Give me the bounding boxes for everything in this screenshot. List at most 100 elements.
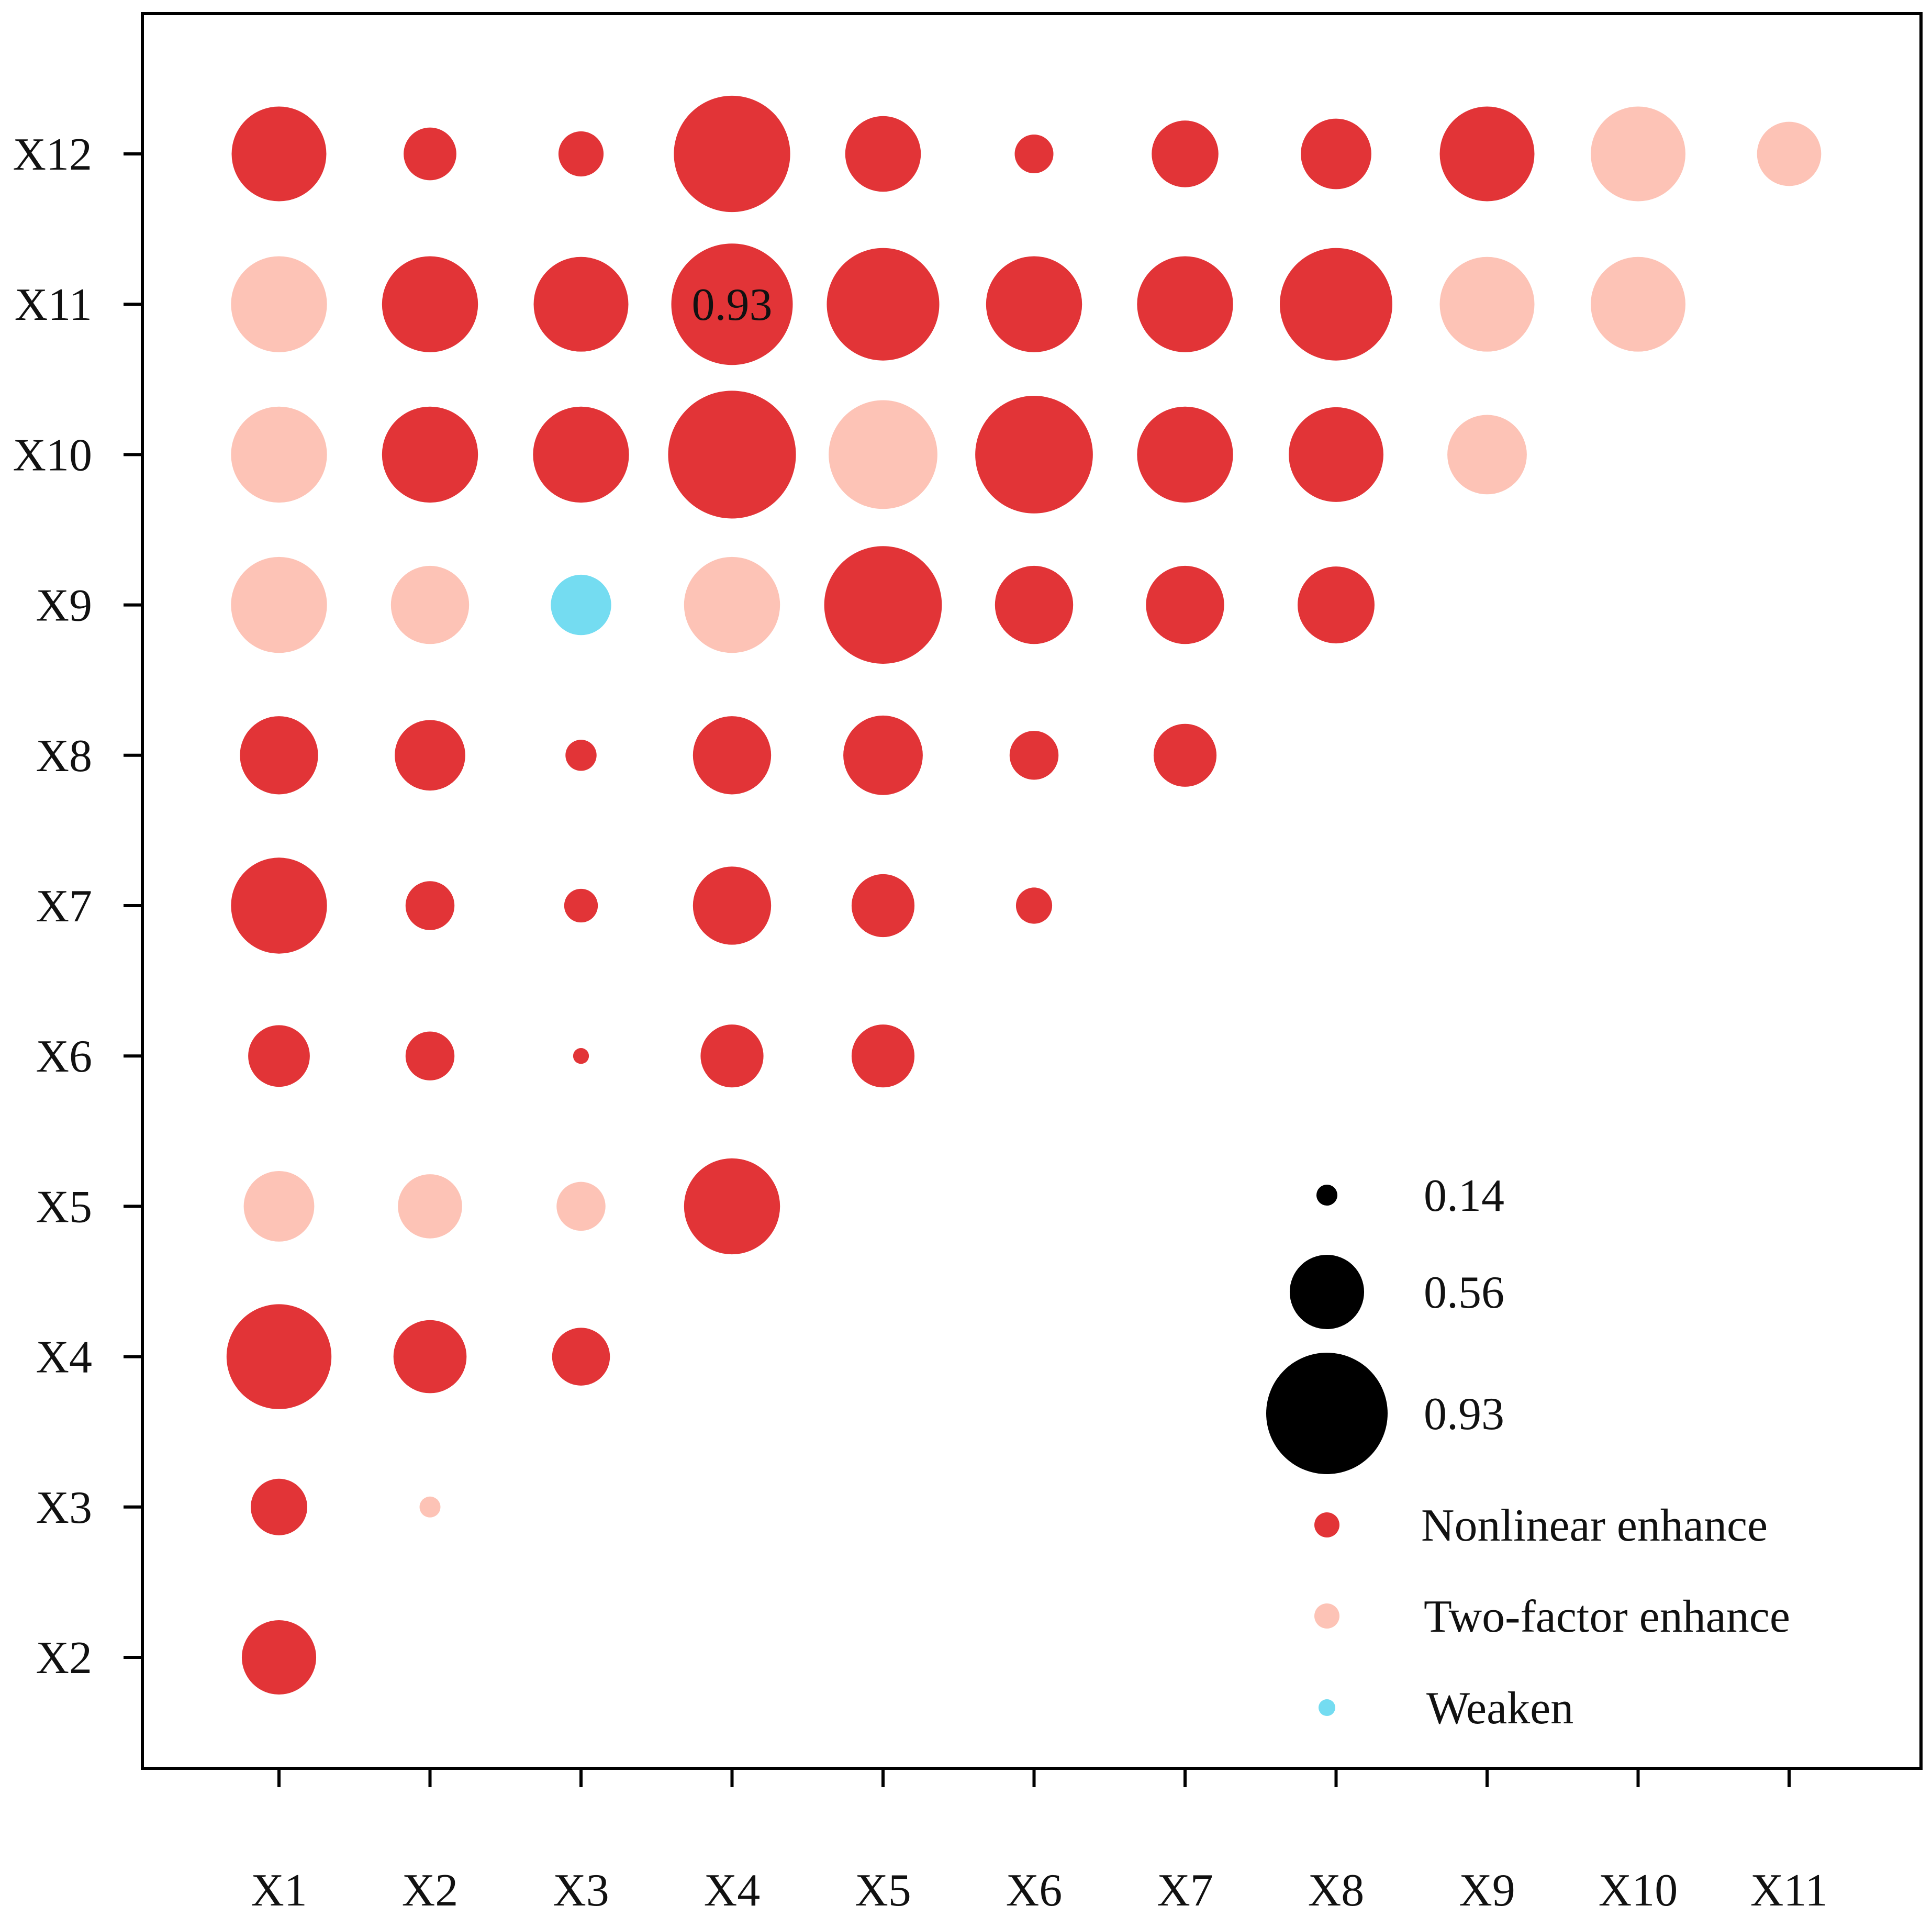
legend-color-marker-weaken	[1319, 1699, 1335, 1716]
legend-size-label-0-56: 0.56	[1424, 1267, 1504, 1318]
bubble-x1-x6	[248, 1025, 310, 1087]
x-axis: X1 X2 X3 X4 X5 X6 X7 X8 X9 X10 X11	[251, 1768, 1828, 1916]
legend-color-marker-nonlinear	[1314, 1512, 1339, 1537]
legend-color-label-weaken: Weaken	[1426, 1683, 1573, 1734]
bubble-x1-x11	[231, 256, 327, 352]
bubble-x6-x11	[986, 256, 1082, 352]
y-tick-label-x8: X8	[36, 731, 92, 782]
x-tick-label-x6: X6	[1006, 1865, 1063, 1916]
x-tick-label-x10: X10	[1599, 1865, 1678, 1916]
bubble-x4-x6	[700, 1024, 764, 1088]
x-tick-label-x11: X11	[1750, 1865, 1828, 1916]
y-tick-label-x2: X2	[36, 1633, 92, 1684]
y-tick-label-x3: X3	[36, 1483, 92, 1533]
bubble-x5-x9	[824, 546, 942, 664]
bubble-x2-x7	[405, 881, 455, 930]
y-tick-label-x4: X4	[36, 1332, 92, 1383]
bubble-x5-x10	[829, 400, 937, 509]
bubble-value-annotation: 0.93	[692, 280, 773, 330]
bubble-x3-x4	[552, 1328, 610, 1386]
y-axis: X2 X3 X4 X5 X6 X7 X8 X9 X10 X11 X12	[13, 129, 142, 1684]
legend-size-marker-0-56	[1289, 1254, 1365, 1330]
bubble-x5-x8	[843, 715, 923, 795]
bubble-x2-x9	[390, 565, 470, 644]
bubble-x1-x10	[231, 406, 327, 503]
bubble-x6-x10	[975, 396, 1093, 514]
bubble-x7-x9	[1146, 565, 1224, 644]
bubble-x7-x12	[1152, 120, 1219, 187]
legend-size-label-0-14: 0.14	[1424, 1171, 1504, 1221]
bubble-x11-x12	[1757, 121, 1822, 186]
bubble-x6-x12	[1014, 134, 1054, 174]
bubble-x1-x7	[231, 857, 327, 954]
legend-size-marker-0-14	[1316, 1185, 1337, 1206]
bubble-x10-x11	[1591, 257, 1685, 352]
x-tick-label-x4: X4	[704, 1865, 761, 1916]
bubble-x10-x12	[1591, 106, 1685, 202]
bubble-x9-x10	[1447, 415, 1527, 495]
bubble-x5-x12	[845, 116, 921, 192]
bubble-x1-x9	[231, 556, 327, 653]
bubble-x3-x11	[533, 257, 629, 352]
bubble-x6-x7	[1015, 887, 1053, 924]
bubble-x2-x5	[398, 1174, 462, 1239]
x-tick-label-x2: X2	[402, 1865, 459, 1916]
bubble-x5-x6	[851, 1024, 915, 1088]
bubble-x4-x5	[684, 1158, 780, 1255]
y-tick-label-x5: X5	[36, 1182, 92, 1232]
bubble-x9-x12	[1439, 106, 1535, 202]
bubble-x1-x12	[231, 106, 327, 202]
bubble-x1-x5	[243, 1171, 315, 1242]
bubble-x2-x3	[419, 1496, 441, 1518]
bubble-x9-x11	[1439, 257, 1535, 352]
bubble-x2-x11	[382, 256, 478, 352]
bubble-x8-x9	[1298, 566, 1375, 644]
bubble-x3-x8	[565, 740, 597, 771]
bubble-x5-x11	[827, 248, 940, 361]
bubble-x2-x10	[382, 406, 478, 503]
x-tick-label-x8: X8	[1308, 1865, 1365, 1916]
bubble-x4-x9	[684, 556, 780, 653]
bubble-x4-x12	[674, 95, 790, 213]
x-tick-label-x1: X1	[251, 1865, 307, 1916]
bubble-x6-x8	[1009, 731, 1059, 780]
bubble-x1-x8	[240, 716, 318, 795]
bubble-x7-x8	[1153, 723, 1217, 787]
bubble-layer	[226, 95, 1822, 1695]
y-tick-label-x7: X7	[36, 881, 92, 932]
legend-size-marker-0-93	[1266, 1353, 1388, 1474]
x-tick-label-x9: X9	[1459, 1865, 1515, 1916]
bubble-x3-x9	[551, 574, 611, 636]
bubble-x6-x9	[995, 565, 1074, 644]
y-tick-label-x10: X10	[13, 430, 92, 481]
bubble-x3-x12	[558, 131, 604, 177]
bubble-x4-x11	[671, 243, 793, 365]
bubble-x7-x11	[1137, 256, 1233, 352]
bubble-x8-x10	[1289, 407, 1383, 502]
plot-frame	[141, 12, 1923, 1770]
legend-color-marker-two-factor	[1314, 1603, 1339, 1629]
legend-color-label-nonlinear: Nonlinear enhance	[1421, 1500, 1768, 1551]
bubble-x4-x10	[668, 391, 796, 519]
bubble-x2-x6	[405, 1031, 455, 1080]
x-tick-label-x5: X5	[855, 1865, 911, 1916]
bubble-x2-x8	[395, 720, 465, 791]
bubble-x2-x4	[393, 1320, 467, 1394]
bubble-x8-x12	[1301, 118, 1371, 190]
bubble-x3-x10	[533, 406, 629, 503]
bubble-x5-x7	[851, 874, 915, 938]
bubble-x4-x7	[693, 866, 772, 945]
bubble-x7-x10	[1137, 406, 1233, 503]
x-tick-label-x7: X7	[1157, 1865, 1213, 1916]
legend-color-label-two-factor: Two-factor enhance	[1424, 1591, 1790, 1642]
bubble-x1-x3	[250, 1478, 308, 1535]
bubble-x3-x5	[556, 1182, 606, 1231]
bubble-x3-x6	[573, 1048, 589, 1064]
legend-size-label-0-93: 0.93	[1424, 1389, 1504, 1440]
y-tick-label-x9: X9	[36, 581, 92, 631]
legend: 0.14 0.56 0.93 Nonlinear enhance Two-factor …	[1266, 1171, 1790, 1734]
y-tick-label-x11: X11	[15, 280, 92, 330]
bubble-x3-x7	[564, 888, 598, 923]
y-tick-label-x12: X12	[13, 129, 92, 180]
